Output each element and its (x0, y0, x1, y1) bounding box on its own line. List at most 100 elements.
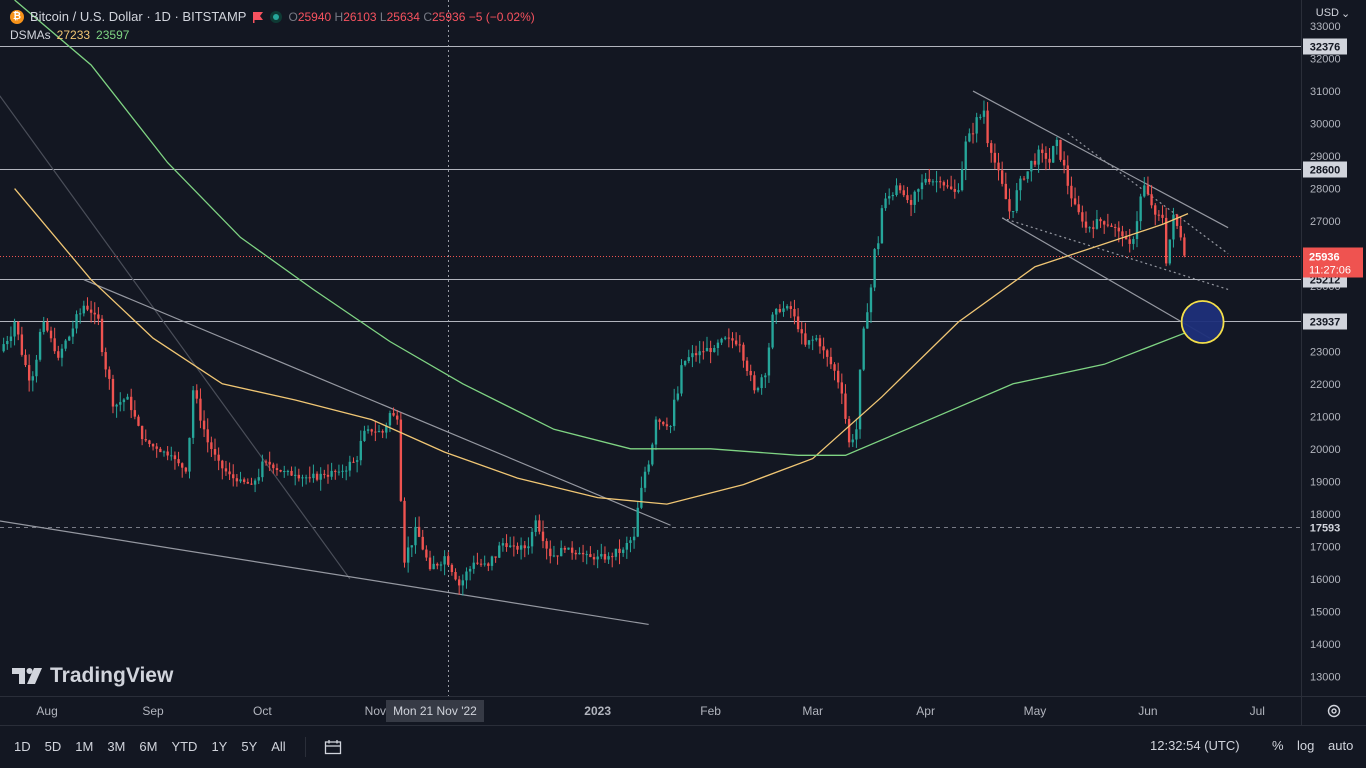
utc-clock[interactable]: 12:32:54 (UTC) (1150, 738, 1240, 753)
candle-body (585, 554, 588, 556)
price-tick-label: 21000 (1310, 411, 1341, 423)
candle-body (148, 440, 151, 444)
logo-text: TradingView (50, 664, 174, 687)
candle-body (877, 243, 880, 250)
candle-body (530, 531, 534, 547)
candle-body (1135, 221, 1139, 240)
candle-body (49, 330, 53, 339)
candle-body (785, 306, 789, 309)
auto-scale-toggle[interactable]: auto (1328, 738, 1354, 753)
range-ytd-button[interactable]: YTD (171, 739, 198, 754)
candle-body (392, 413, 395, 416)
currency-selector[interactable]: USD ⌄ (1305, 4, 1361, 22)
change-value: −5 (−0.02%) (468, 10, 535, 24)
horizontal-levels (0, 46, 1301, 528)
indicator-name[interactable]: DSMAs (10, 28, 51, 42)
range-3m-button[interactable]: 3M (107, 739, 126, 754)
candle-body (946, 185, 949, 187)
candle-body (78, 313, 82, 315)
candle-body (560, 547, 563, 557)
moving-averages (14, 0, 1189, 505)
price-tick-label: 18000 (1310, 509, 1341, 521)
candle-body (348, 461, 352, 471)
candle-body (312, 473, 315, 479)
close-label: C (423, 10, 432, 24)
candle-body (807, 340, 811, 345)
candle-body (716, 342, 720, 348)
time-tick-label: Oct (253, 704, 272, 718)
candle-body (909, 200, 913, 205)
highlight-circle (1180, 300, 1225, 344)
candle-body (1000, 170, 1004, 184)
gear-icon[interactable] (1326, 703, 1342, 719)
price-tick-label: 14000 (1310, 639, 1341, 651)
percent-scale-toggle[interactable]: % (1272, 738, 1284, 753)
candle-body (778, 308, 782, 312)
candle-body (352, 461, 355, 463)
candle-body (611, 556, 614, 558)
close-value: 25936 (432, 10, 466, 24)
candle-body (592, 557, 596, 560)
symbol-title[interactable]: Bitcoin / U.S. Dollar · 1D · BITSTAMP (30, 9, 247, 24)
ma-slow-value: 23597 (96, 28, 130, 42)
candle-body (632, 536, 636, 541)
candle-body (734, 340, 738, 345)
candle-body (1004, 183, 1007, 200)
candle-body (1154, 205, 1157, 215)
range-1y-button[interactable]: 1Y (211, 739, 228, 754)
candle-body (888, 196, 891, 199)
candle-body (71, 328, 75, 337)
range-1m-button[interactable]: 1M (75, 739, 94, 754)
candle-body (603, 554, 607, 560)
candle-body (745, 360, 749, 371)
candle-body (221, 460, 224, 469)
candle-body (89, 309, 93, 313)
trendline (83, 279, 671, 526)
tradingview-logo[interactable]: TradingView (12, 664, 173, 688)
candle-body (1041, 149, 1044, 154)
candle-body (191, 390, 195, 438)
candle-body (6, 340, 9, 345)
candle-body (756, 388, 760, 391)
trendlines (0, 90, 1229, 626)
candle-body (1015, 190, 1018, 212)
candle-body (1139, 196, 1142, 222)
candle-body (538, 520, 541, 532)
range-6m-button[interactable]: 6M (139, 739, 158, 754)
candle-body (443, 556, 446, 565)
candle-body (355, 460, 359, 462)
candle-body (829, 356, 833, 365)
candle-body (818, 338, 822, 347)
candle-body (1081, 212, 1084, 222)
range-5y-button[interactable]: 5Y (241, 739, 258, 754)
candle-body (9, 336, 13, 341)
candle-body (920, 182, 924, 190)
ma-slow-line (14, 0, 1189, 456)
candle-body (326, 474, 330, 477)
candle-body (844, 393, 847, 419)
candle-body (17, 321, 20, 335)
candle-body (64, 340, 67, 349)
candle-body (213, 449, 217, 455)
candle-body (86, 305, 89, 310)
candle-body (421, 536, 424, 550)
range-all-button[interactable]: All (271, 739, 286, 754)
candle-body (57, 351, 60, 358)
candle-body (334, 470, 337, 472)
candle-body (949, 186, 953, 189)
price-chart[interactable]: 13000 14000 15000 16000 17000 18000 19000 20000… (0, 0, 1366, 725)
candle-body (815, 338, 818, 340)
candle-body (2, 344, 5, 352)
candle-body (749, 370, 752, 376)
flag-icon[interactable] (252, 11, 264, 23)
range-1d-button[interactable]: 1D (14, 739, 31, 754)
candle-body (596, 556, 599, 560)
candle-body (665, 424, 669, 427)
range-5d-button[interactable]: 5D (44, 739, 62, 754)
candle-body (494, 556, 497, 558)
candle-body (133, 410, 137, 417)
log-scale-toggle[interactable]: log (1297, 738, 1315, 753)
calendar-icon[interactable] (324, 739, 342, 755)
candle-body (188, 437, 191, 472)
candle-body (800, 329, 803, 334)
